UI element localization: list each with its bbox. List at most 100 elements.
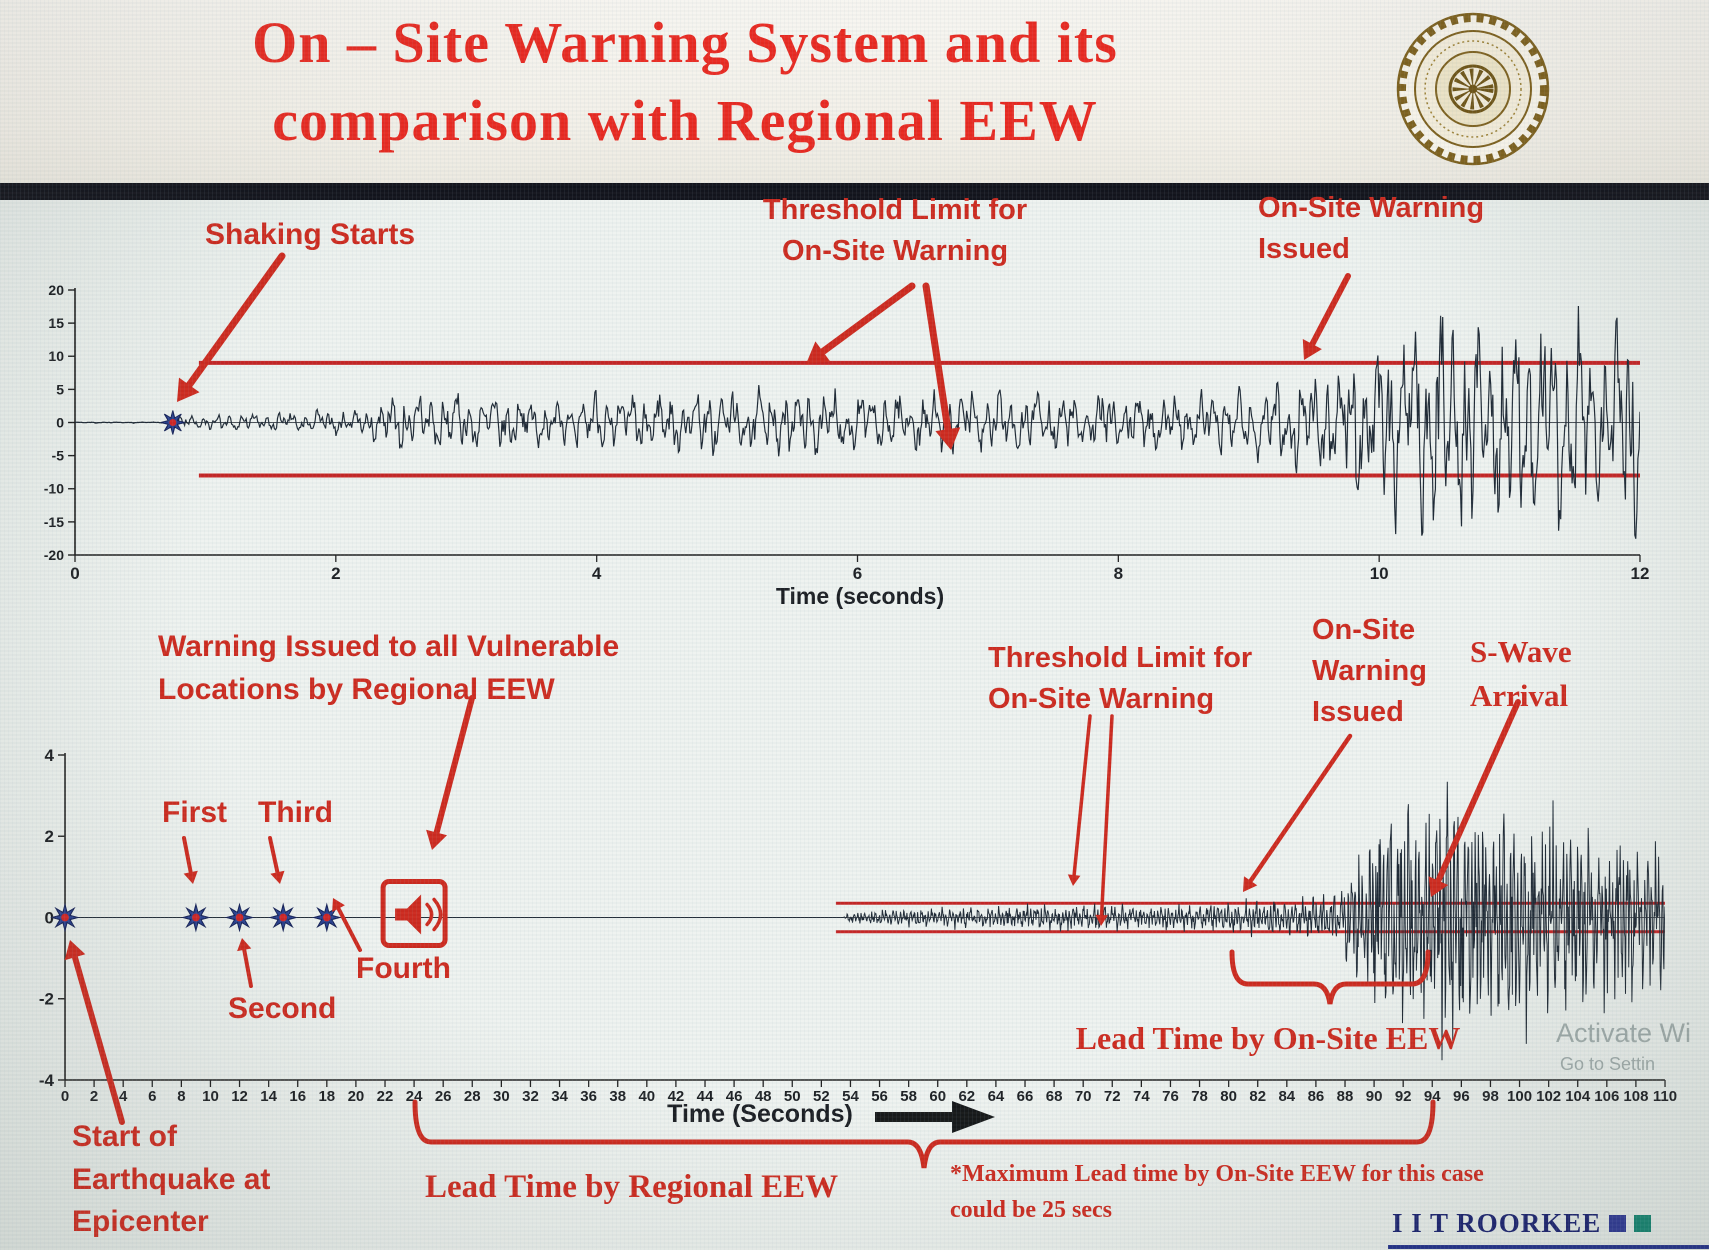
- svg-text:60: 60: [929, 1088, 946, 1105]
- annotation-p-second: Second: [228, 992, 337, 1025]
- svg-text:18: 18: [318, 1088, 335, 1105]
- activate-windows-watermark: Activate Wi: [1556, 1018, 1692, 1048]
- svg-text:62: 62: [958, 1088, 975, 1105]
- annotation-lead-time-regional: Lead Time by Regional EEW: [425, 1169, 839, 1205]
- svg-text:96: 96: [1453, 1088, 1470, 1105]
- annotation-s-wave-arrival: S-Wave Arrival: [1470, 634, 1572, 714]
- annotation-shaking-starts: Shaking Starts: [205, 218, 416, 251]
- svg-text:6: 6: [148, 1088, 156, 1105]
- svg-text:12: 12: [231, 1088, 248, 1105]
- svg-text:90: 90: [1366, 1088, 1383, 1105]
- svg-text:-2: -2: [39, 990, 54, 1009]
- svg-text:20: 20: [348, 1088, 365, 1105]
- svg-text:24: 24: [406, 1088, 423, 1105]
- bottom-chart-xaxis-title: Time (Seconds): [667, 1100, 853, 1128]
- svg-text:74: 74: [1133, 1088, 1150, 1105]
- svg-text:64: 64: [988, 1088, 1005, 1105]
- svg-text:2: 2: [45, 827, 54, 846]
- annotation-onsite-warning-issued-bottom: On-Site Warning Issued: [1312, 614, 1427, 729]
- slide-title-line2: comparison with Regional EEW: [272, 88, 1098, 154]
- annotation-start-of-earthquake: Start of Earthquake at Epicenter: [72, 1120, 271, 1239]
- slide-title-line1: On – Site Warning System and its: [252, 10, 1118, 75]
- svg-text:10: 10: [202, 1088, 219, 1105]
- annotation-onsite-warning-issued-top: On-Site Warning Issued: [1258, 192, 1485, 266]
- svg-text:5: 5: [56, 381, 64, 397]
- footer-underline: [1388, 1245, 1709, 1249]
- svg-text:110: 110: [1653, 1088, 1677, 1105]
- svg-text:2: 2: [90, 1088, 98, 1105]
- svg-text:84: 84: [1278, 1088, 1295, 1105]
- annotation-regional-warning: Warning Issued to all Vulnerable Locatio…: [158, 630, 620, 706]
- svg-text:-20: -20: [44, 547, 64, 563]
- svg-text:14: 14: [260, 1088, 277, 1105]
- svg-text:106: 106: [1594, 1088, 1619, 1105]
- svg-text:20: 20: [48, 282, 64, 298]
- svg-text:108: 108: [1623, 1088, 1648, 1105]
- svg-text:0: 0: [70, 564, 79, 583]
- svg-text:86: 86: [1308, 1088, 1325, 1105]
- svg-text:36: 36: [580, 1088, 597, 1105]
- svg-text:66: 66: [1017, 1088, 1034, 1105]
- footer-square-teal: [1634, 1215, 1652, 1232]
- svg-text:88: 88: [1337, 1088, 1354, 1105]
- svg-text:-4: -4: [39, 1071, 55, 1090]
- svg-text:0: 0: [56, 414, 64, 430]
- svg-text:0: 0: [61, 1088, 69, 1105]
- annotation-p-third: Third: [258, 796, 333, 829]
- svg-text:70: 70: [1075, 1088, 1092, 1105]
- svg-text:94: 94: [1424, 1088, 1441, 1105]
- svg-text:38: 38: [609, 1088, 626, 1105]
- svg-text:30: 30: [493, 1088, 510, 1105]
- svg-text:4: 4: [592, 564, 602, 583]
- svg-text:28: 28: [464, 1088, 481, 1105]
- svg-text:-5: -5: [52, 448, 65, 464]
- svg-text:72: 72: [1104, 1088, 1121, 1105]
- svg-text:8: 8: [177, 1088, 185, 1105]
- svg-text:-10: -10: [44, 481, 64, 497]
- svg-text:68: 68: [1046, 1088, 1063, 1105]
- svg-text:80: 80: [1220, 1088, 1237, 1105]
- annotation-lead-time-onsite: Lead Time by On-Site EEW: [1075, 1020, 1461, 1056]
- svg-text:58: 58: [900, 1088, 917, 1105]
- annotation-p-fourth: Fourth: [356, 952, 451, 985]
- svg-text:82: 82: [1249, 1088, 1266, 1105]
- annotation-threshold-limit-bottom: Threshold Limit for On-Site Warning: [988, 642, 1253, 716]
- svg-text:26: 26: [435, 1088, 452, 1105]
- iit-roorkee-logo-icon: [1396, 12, 1550, 166]
- top-chart-xaxis-title: Time (seconds): [775, 583, 945, 609]
- svg-text:76: 76: [1162, 1088, 1179, 1105]
- svg-text:15: 15: [48, 315, 64, 331]
- slide-title: On – Site Warning System and its compari…: [0, 4, 1370, 161]
- svg-text:100: 100: [1507, 1088, 1532, 1105]
- iit-roorkee-wordmark: I I T ROORKEE: [1392, 1208, 1602, 1238]
- svg-text:0: 0: [45, 908, 54, 927]
- svg-text:4: 4: [45, 746, 55, 765]
- slide-header: On – Site Warning System and its compari…: [0, 0, 1709, 183]
- svg-text:10: 10: [1370, 564, 1389, 583]
- svg-text:98: 98: [1482, 1088, 1499, 1105]
- svg-text:4: 4: [119, 1088, 128, 1105]
- svg-text:104: 104: [1565, 1088, 1591, 1105]
- activate-windows-watermark-sub: Go to Settin: [1560, 1054, 1656, 1074]
- footer-square-blue: [1609, 1215, 1627, 1232]
- onsite-seismogram-chart: -20 -15 -10 -5 0 5 10 15 20 0 2 4 6 8 10 12: [44, 282, 1650, 583]
- annotation-p-first: First: [162, 796, 228, 829]
- svg-text:16: 16: [289, 1088, 306, 1105]
- svg-text:6: 6: [853, 564, 862, 583]
- svg-text:78: 78: [1191, 1088, 1208, 1105]
- svg-text:12: 12: [1631, 564, 1650, 583]
- svg-text:8: 8: [1114, 564, 1123, 583]
- svg-text:10: 10: [48, 348, 64, 364]
- svg-text:32: 32: [522, 1088, 539, 1105]
- annotation-threshold-limit-top: Threshold Limit for On-Site Warning: [762, 194, 1028, 268]
- svg-text:2: 2: [331, 564, 340, 583]
- svg-text:92: 92: [1395, 1088, 1412, 1105]
- header-divider: [0, 183, 1709, 200]
- svg-text:102: 102: [1536, 1088, 1561, 1105]
- svg-text:34: 34: [551, 1088, 568, 1105]
- svg-text:22: 22: [377, 1088, 394, 1105]
- footer: I I T ROORKEE: [1392, 1208, 1652, 1239]
- svg-text:-15: -15: [44, 514, 64, 530]
